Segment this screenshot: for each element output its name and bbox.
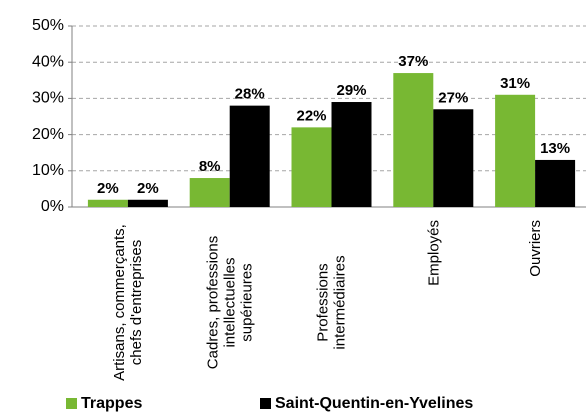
x-tick-label: Professions intermédiaires [314, 255, 349, 350]
data-label: 2% [97, 180, 119, 197]
x-tick-label-group: Ouvriers [505, 220, 565, 385]
x-tick-label-box: Employés [403, 220, 463, 385]
x-tick-label: Cadres, professions intellectuelles supé… [204, 235, 256, 370]
x-tick-label-group: Employés [403, 220, 463, 385]
x-tick-label-wrap: Artisans, commerçants, chefs d'entrepris… [98, 220, 158, 385]
x-tick-label-wrap: Professions intermédiaires [302, 220, 362, 385]
data-label: 2% [137, 180, 159, 197]
x-tick-label-box: Cadres, professions intellectuelles supé… [200, 220, 260, 385]
x-tick-label-group: Cadres, professions intellectuelles supé… [200, 220, 260, 385]
x-tick-label-wrap: Ouvriers [505, 220, 565, 385]
bar [189, 178, 230, 207]
y-tick-label: 10% [32, 162, 64, 179]
data-label: 37% [398, 53, 428, 70]
x-tick-label-box: Ouvriers [505, 220, 565, 385]
bar [535, 159, 576, 207]
data-label: 28% [235, 86, 265, 103]
data-label: 31% [500, 75, 530, 92]
y-tick-label: 20% [32, 126, 64, 143]
x-tick-label-group: Professions intermédiaires [302, 220, 362, 385]
x-tick-label: Artisans, commerçants, chefs d'entrepris… [110, 224, 145, 381]
bar [291, 127, 332, 207]
data-label: 27% [438, 89, 468, 106]
bar [229, 105, 270, 207]
bar [127, 199, 168, 207]
y-tick-label: 0% [41, 198, 64, 215]
bar [393, 73, 434, 207]
y-tick-label: 30% [32, 90, 64, 107]
bar [87, 199, 128, 207]
y-tick-label: 50% [32, 17, 64, 34]
legend-label: Trappes [81, 395, 142, 412]
x-tick-label-box: Professions intermédiaires [302, 220, 362, 385]
x-tick-label: Ouvriers [526, 220, 544, 277]
x-tick-label-wrap: Cadres, professions intellectuelles supé… [200, 220, 260, 385]
legend-swatch [66, 398, 77, 409]
data-label: 8% [199, 158, 221, 175]
data-label: 22% [296, 107, 326, 124]
x-tick-label-box: Artisans, commerçants, chefs d'entrepris… [98, 220, 158, 385]
x-tick-label-group: Artisans, commerçants, chefs d'entrepris… [98, 220, 158, 385]
legend-label: Saint-Quentin-en-Yvelines [275, 395, 473, 412]
data-label: 29% [336, 82, 366, 99]
bar [331, 102, 372, 207]
legend-swatch [260, 398, 271, 409]
y-tick-label: 40% [32, 53, 64, 70]
bar [495, 94, 536, 207]
bar [433, 109, 474, 207]
data-label: 13% [540, 140, 570, 157]
x-tick-label: Employés [424, 220, 442, 286]
x-tick-label-wrap: Employés [403, 220, 463, 385]
